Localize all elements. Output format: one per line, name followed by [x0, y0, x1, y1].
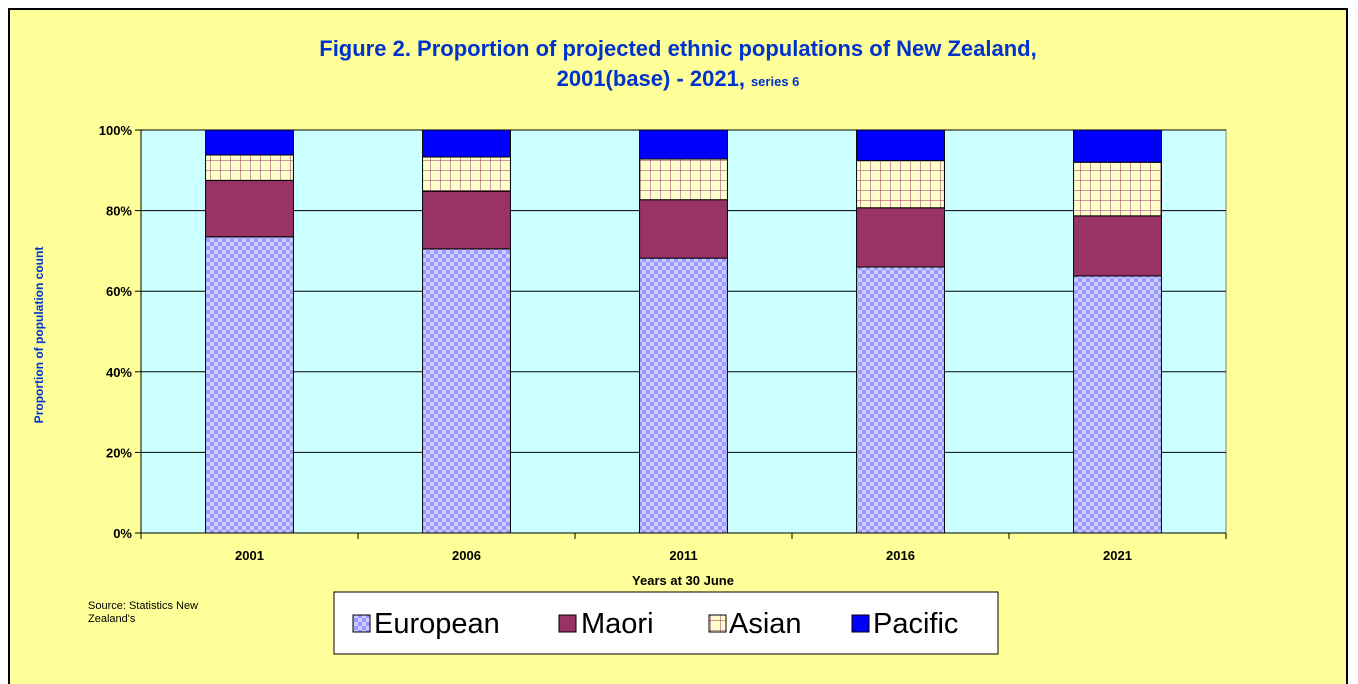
bar-pacific: [856, 129, 945, 162]
source-line-2: Zealand's: [88, 613, 136, 625]
y-axis-title: Proportion of population count: [32, 247, 46, 424]
x-tick-label: 2001: [235, 548, 264, 563]
y-tick-label: 80%: [106, 204, 132, 219]
bar-asian: [856, 160, 945, 209]
x-tick-label: 2006: [452, 548, 481, 563]
bar-asian: [639, 158, 728, 201]
axes: [135, 129, 1227, 539]
bar-asian: [205, 154, 294, 181]
legend-box: [333, 591, 999, 655]
chart-frame: Figure 2. Proportion of projected ethnic…: [8, 8, 1348, 684]
bar-european: [1073, 275, 1162, 534]
legend-item-pacific: Pacific: [851, 608, 958, 640]
legend-item-asian: Asian: [708, 608, 802, 640]
legend-label-asian: Asian: [729, 608, 802, 640]
x-tick-label: 2016: [886, 548, 915, 563]
x-tick-label: 2021: [1103, 548, 1132, 563]
y-tick-label: 40%: [106, 365, 132, 380]
chart-title-line2-main: 2001(base) - 2021,: [557, 66, 745, 91]
legend-item-european: European: [352, 608, 500, 640]
legend-swatch-asian: [708, 614, 727, 633]
chart: Figure 2. Proportion of projected ethnic…: [32, 36, 1227, 655]
legend-label-european: European: [374, 608, 500, 640]
bar-pacific: [639, 129, 728, 160]
legend-label-pacific: Pacific: [873, 608, 958, 640]
bar-pacific: [422, 129, 511, 158]
source-line-1: Source: Statistics New: [88, 600, 198, 612]
legend-swatch-pacific: [851, 614, 870, 633]
bar-european: [205, 236, 294, 534]
bar-european: [639, 257, 728, 534]
bar-maori: [205, 179, 294, 238]
bar-pacific: [1073, 129, 1162, 163]
bar-maori: [422, 190, 511, 250]
x-axis-title: Years at 30 June: [632, 573, 734, 588]
x-tick-labels: 2001 2006 2011 2016 2021: [235, 548, 1132, 563]
y-tick-label: 100%: [99, 123, 133, 138]
legend-swatch-maori: [558, 614, 577, 633]
x-tick-label: 2011: [669, 548, 697, 563]
bar-maori: [639, 199, 728, 259]
legend-swatch-european: [352, 614, 371, 633]
chart-title-suffix: series 6: [751, 74, 799, 89]
legend-label-maori: Maori: [581, 608, 654, 640]
y-tick-label: 0%: [113, 526, 132, 541]
legend: European Maori Asian Pacific: [333, 591, 999, 655]
bars: [205, 129, 1162, 534]
y-tick-label: 20%: [106, 445, 132, 460]
legend-item-maori: Maori: [558, 608, 654, 640]
chart-title: Figure 2. Proportion of projected ethnic…: [319, 36, 1036, 61]
y-tick-labels: 0% 20% 40% 60% 80% 100%: [99, 123, 133, 541]
y-tick-label: 60%: [106, 284, 132, 299]
bar-pacific: [205, 129, 294, 156]
chart-title-line2: 2001(base) - 2021, series 6: [557, 66, 800, 91]
bar-european: [856, 266, 945, 534]
bar-european: [422, 248, 511, 534]
bar-asian: [1073, 161, 1162, 217]
bar-maori: [1073, 215, 1162, 277]
bar-maori: [856, 207, 945, 268]
bar-asian: [422, 156, 511, 192]
